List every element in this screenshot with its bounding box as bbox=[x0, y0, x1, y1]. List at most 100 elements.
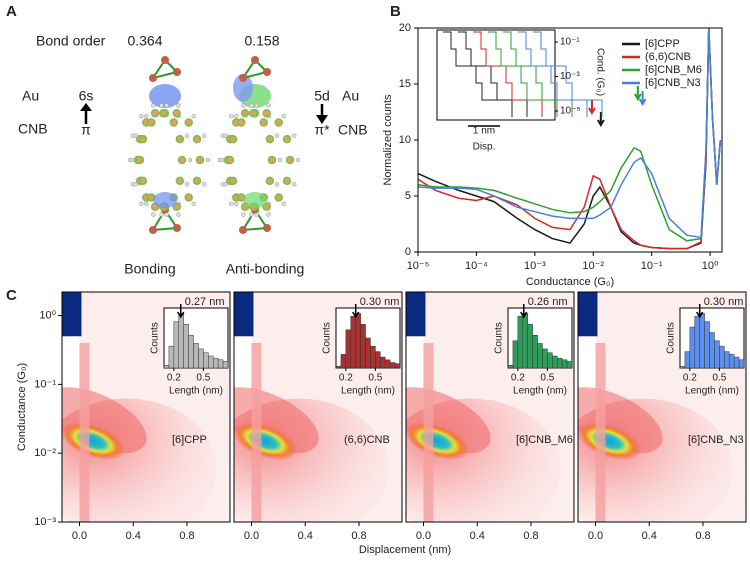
atom bbox=[265, 134, 275, 144]
inset-x-tick-label: 0.2 bbox=[683, 373, 697, 384]
panel-name: [6]CNB_M6 bbox=[516, 434, 573, 446]
inset-y-label: Counts bbox=[150, 322, 161, 354]
h-atom bbox=[241, 103, 246, 108]
legend-label: [6]CNB_M6 bbox=[645, 64, 702, 76]
x-tick-label: 10⁻² bbox=[582, 260, 604, 272]
inset-y-label: Cond. (G₀) bbox=[594, 48, 605, 96]
inset-x-tick-label: 0.5 bbox=[540, 373, 554, 384]
hist-bar bbox=[699, 313, 705, 369]
h-atom bbox=[191, 201, 196, 207]
atom bbox=[249, 108, 258, 118]
atom bbox=[262, 108, 271, 118]
hist-bar bbox=[537, 343, 543, 369]
arrow-head bbox=[80, 103, 92, 111]
x-tick-label: 0.0 bbox=[72, 530, 87, 542]
y-tick-label: 10⁰ bbox=[39, 309, 56, 321]
density-contact bbox=[234, 292, 254, 337]
x-tick-label: 10⁻³ bbox=[524, 260, 546, 272]
x-tick-label: 0.4 bbox=[126, 530, 141, 542]
peak-arrow bbox=[696, 304, 704, 319]
atom bbox=[282, 176, 292, 186]
hist-bar bbox=[733, 356, 740, 369]
hist-bar bbox=[724, 351, 730, 369]
hist-bar bbox=[217, 359, 224, 369]
h-atom bbox=[151, 103, 156, 108]
h-atom bbox=[254, 103, 259, 108]
atom bbox=[228, 134, 238, 144]
atom bbox=[282, 134, 292, 144]
h-atom bbox=[133, 182, 139, 187]
density-contact bbox=[62, 292, 82, 337]
atom bbox=[135, 155, 145, 165]
y-tick-label: 10 bbox=[399, 134, 411, 146]
atom bbox=[195, 155, 205, 165]
peak-label: 0.30 nm bbox=[704, 296, 744, 308]
au-atom bbox=[239, 226, 247, 234]
au-atom bbox=[239, 74, 247, 82]
peak-arrow bbox=[633, 86, 642, 101]
au-cluster bbox=[240, 58, 269, 232]
y-tick-label: 20 bbox=[399, 22, 411, 34]
density-band bbox=[578, 387, 663, 454]
hist-bar bbox=[532, 335, 538, 369]
h-atom bbox=[187, 157, 193, 163]
orbital: 6s bbox=[79, 88, 94, 104]
ligand: CNB bbox=[18, 121, 48, 137]
y-tick-label: 5 bbox=[405, 190, 411, 202]
atom bbox=[138, 176, 148, 186]
hist-bar bbox=[365, 337, 371, 369]
h-atom bbox=[133, 133, 139, 138]
density-band bbox=[234, 387, 319, 454]
x-tick-label: 0.0 bbox=[416, 530, 431, 542]
y-tick-label: 15 bbox=[399, 78, 411, 90]
hist-bar bbox=[507, 365, 514, 369]
au-atom bbox=[149, 226, 157, 234]
arrow-head bbox=[316, 115, 328, 124]
h-atom bbox=[184, 133, 190, 138]
y-axis-label: Normalized counts bbox=[382, 94, 394, 186]
atom bbox=[237, 118, 246, 127]
density-core bbox=[406, 422, 470, 461]
trace bbox=[533, 31, 603, 117]
orbital-lobe bbox=[149, 84, 181, 108]
hist-bar bbox=[168, 345, 175, 369]
au-atom bbox=[173, 68, 181, 76]
atom bbox=[147, 118, 156, 127]
peak-arrow bbox=[352, 304, 360, 319]
hist-bar bbox=[679, 366, 686, 369]
x-tick-label: 0.0 bbox=[588, 530, 603, 542]
bond-order: 0.158 bbox=[244, 33, 279, 49]
hist-bar bbox=[198, 348, 204, 369]
orbital: π bbox=[81, 122, 91, 138]
atom bbox=[172, 202, 181, 212]
peak-arrow bbox=[638, 91, 647, 106]
hist-bar bbox=[193, 343, 199, 369]
x-axis-label: Displacement (nm) bbox=[359, 544, 451, 556]
x-tick-label: 0.4 bbox=[298, 530, 313, 542]
hist-bar bbox=[704, 321, 710, 369]
hist-bar bbox=[355, 313, 361, 369]
hist-bar bbox=[542, 348, 548, 369]
hist-bar bbox=[512, 340, 519, 369]
hist-bar bbox=[345, 329, 352, 369]
atom bbox=[274, 193, 283, 202]
y-tick-label: 10⁻² bbox=[34, 447, 56, 459]
plot-frame bbox=[405, 291, 575, 523]
h-atom bbox=[223, 182, 229, 187]
h-atom bbox=[277, 157, 283, 163]
hist-bar bbox=[552, 355, 558, 369]
hist-bar bbox=[527, 324, 533, 369]
hist-bar bbox=[556, 357, 563, 369]
au-atom bbox=[173, 224, 181, 232]
atom bbox=[184, 193, 193, 202]
h-atom bbox=[254, 212, 259, 217]
hist-bar bbox=[714, 340, 720, 369]
plot-frame bbox=[233, 291, 403, 523]
peak-arrow bbox=[588, 100, 596, 115]
atom bbox=[175, 134, 185, 144]
ligand: CNB bbox=[338, 122, 368, 138]
atom bbox=[285, 155, 295, 165]
peak-label: 0.26 nm bbox=[528, 296, 568, 308]
hist-bar bbox=[340, 354, 347, 369]
